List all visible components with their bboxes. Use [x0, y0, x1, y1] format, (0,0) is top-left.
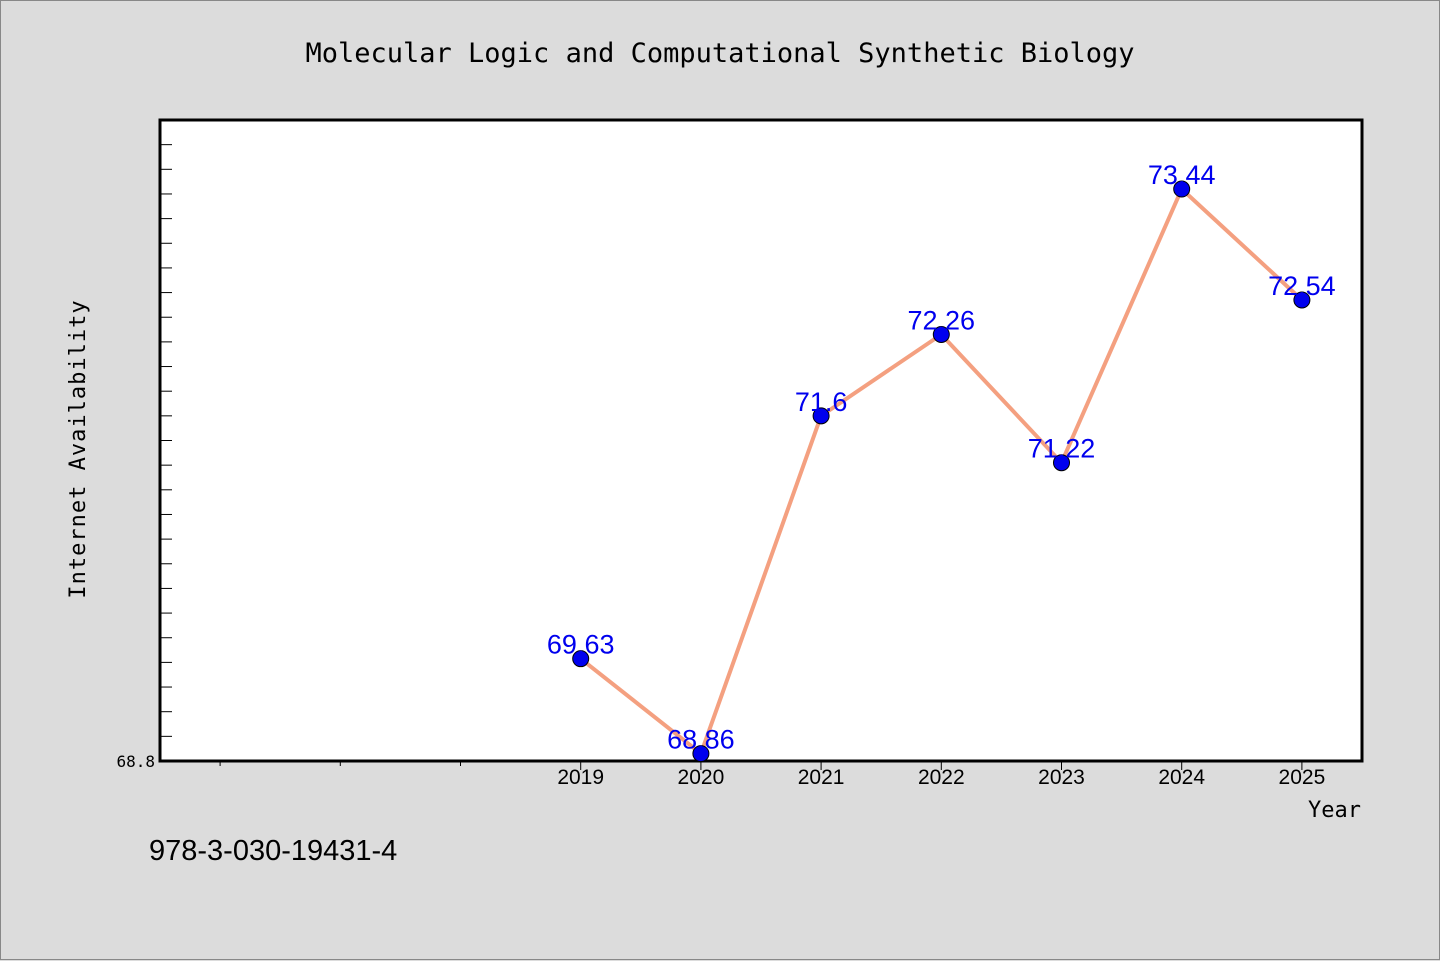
x-tick-label: 2019	[557, 766, 604, 789]
data-point	[572, 650, 590, 668]
x-axis-ticks: 2019 2020 2021 2022 2023 2024 2025	[219, 761, 1326, 789]
x-axis-label: Year	[1308, 798, 1361, 823]
x-tick-label: 2023	[1038, 766, 1085, 789]
data-point	[1173, 180, 1191, 198]
data-label: 72.26	[908, 305, 976, 335]
y-axis-label: Internet Availability	[66, 299, 91, 598]
x-tick-label: 2022	[918, 766, 965, 789]
data-label: 71.22	[1028, 434, 1096, 464]
isbn-text: 978-3-030-19431-4	[149, 835, 398, 867]
chart-title: Molecular Logic and Computational Synthe…	[305, 38, 1134, 69]
data-label: 72.54	[1268, 271, 1336, 301]
data-label: 71.6	[795, 387, 848, 417]
data-point	[1053, 454, 1070, 472]
x-tick-label: 2024	[1158, 766, 1205, 789]
plot-area	[158, 118, 1364, 763]
y-axis-ticks: 68.8	[116, 144, 172, 771]
x-tick-label: 2025	[1279, 766, 1326, 789]
data-label: 68.86	[667, 725, 735, 755]
x-tick-label: 2021	[798, 766, 845, 789]
series-layer: 69.63 68.86 71.6 72.26 71.22 73.44 72.54	[547, 160, 1336, 763]
data-label: 73.44	[1148, 160, 1216, 190]
data-point	[812, 407, 830, 425]
data-label: 69.63	[547, 630, 615, 660]
data-point	[1293, 291, 1311, 309]
data-point	[932, 325, 950, 343]
x-tick-label: 2020	[678, 766, 725, 789]
data-point	[692, 745, 710, 763]
y-tick-label: 68.8	[116, 752, 155, 771]
